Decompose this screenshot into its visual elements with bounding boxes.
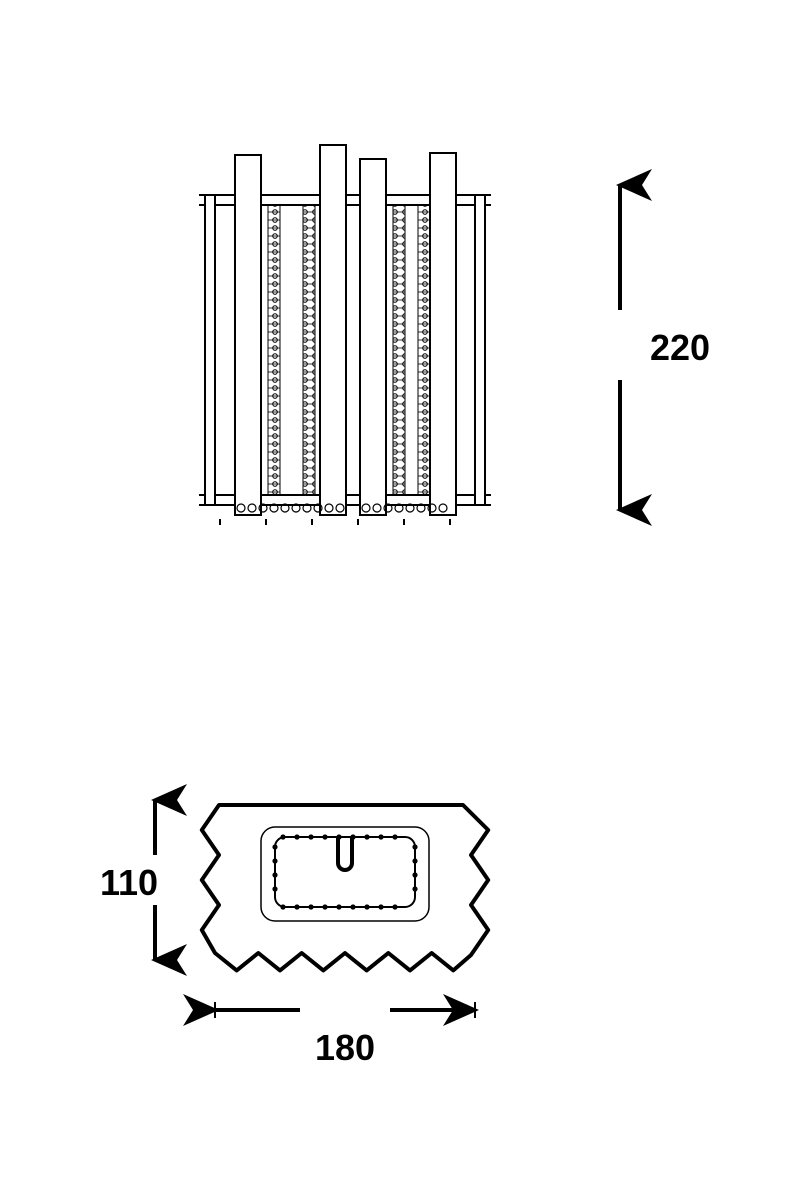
dimension-height: 220 [650, 327, 710, 368]
dimension-width: 180 [315, 1027, 375, 1068]
top-plan-view [202, 805, 488, 970]
dimension-depth: 110 [100, 862, 158, 903]
front-elevation-view [199, 145, 491, 525]
technical-drawing: 220 110 180 [0, 0, 800, 1200]
